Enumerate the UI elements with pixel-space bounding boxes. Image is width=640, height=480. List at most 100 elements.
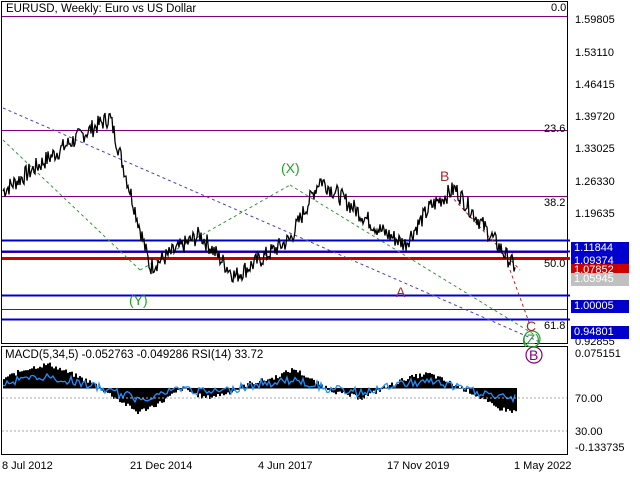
macd-bar [391,382,393,389]
macd-bar [115,387,117,399]
price-tick: 1.19635 [575,208,615,220]
macd-bar [201,387,203,399]
macd-bar [39,366,41,389]
price-series-line [2,112,516,283]
macd-bar [111,387,113,397]
macd-bar [509,387,511,411]
macd-bar [357,387,359,400]
macd-bar [9,374,11,389]
macd-bar [243,384,245,389]
macd-bar [339,387,341,392]
macd-bar [195,387,197,394]
macd-bar [205,387,207,399]
price-tick: 1.59805 [575,14,615,26]
macd-bar [383,386,385,389]
macd-bar [169,387,171,396]
macd-bar [105,387,107,393]
price-tick: 0.92855 [575,336,615,348]
macd-bar [125,387,127,407]
price-tick: 1.53110 [575,47,614,59]
macd-bar [315,383,317,389]
macd-bar [225,387,227,395]
fib-label: 50.0 [544,258,566,270]
macd-bar [237,387,239,390]
macd-bar [161,387,163,403]
macd-bar [29,369,31,389]
macd-bar [3,379,5,389]
wave-label: A [396,284,406,300]
macd-bar [59,367,61,389]
macd-bar [365,387,367,395]
macd-bar [399,379,401,389]
price-tick: 1.39720 [575,111,615,123]
macd-tick: 70.00 [575,393,603,405]
macd-bar [371,387,373,393]
macd-bar [91,382,93,389]
price-tick: 1.33025 [575,143,615,155]
macd-bar [487,387,489,402]
macd-bar [235,387,237,390]
macd-bar [435,378,437,389]
macd-bar [459,387,461,389]
macd-bar [283,372,285,389]
wave-label: B [440,168,450,184]
macd-tick: 30.00 [575,426,603,438]
macd-bar [147,387,149,410]
macd-bar [341,387,343,394]
macd-bar [19,371,21,389]
fib-label: 38.2 [544,197,566,209]
macd-bar [347,387,349,395]
macd-bar [405,380,407,389]
macd-bar [73,376,75,389]
wave-line-2 [139,184,291,271]
macd-bar [213,387,215,396]
macd-bar [389,384,391,389]
macd-bar [447,381,449,389]
wave-label: (Z) [522,331,540,347]
macd-bar [245,386,247,389]
macd-bar [275,375,277,389]
time-tick: 1 May 2022 [514,460,572,472]
macd-bar [203,387,205,397]
macd-bar [311,378,313,389]
macd-bar [385,387,387,389]
macd-bar [109,387,111,394]
macd-bar [327,387,329,390]
macd-bar [23,370,25,389]
level-box: 1.11844 [571,242,629,255]
wave-z-circle [523,330,541,348]
macd-bar [349,387,351,397]
macd-bar [401,378,403,389]
time-tick: 8 Jul 2012 [2,460,53,472]
macd-bar [63,370,65,389]
macd-bar [305,377,307,389]
macd-bar [81,377,83,389]
macd-bar [397,383,399,389]
wave-label: B [529,347,539,363]
macd-bar [501,387,503,411]
macd-bar [31,368,33,389]
macd-bar [353,387,355,395]
macd-pane-frame [1,346,568,455]
rsi-line [2,372,516,404]
macd-bar [127,387,129,404]
wave-line-5 [509,269,531,326]
macd-bar [499,387,501,411]
wave-line-4 [449,194,521,271]
macd-bar [189,387,191,392]
macd-bar [107,387,109,393]
macd-bar [299,370,301,389]
macd-bar [163,387,165,403]
macd-tick: -0.133735 [575,442,625,454]
macd-bar [489,387,491,402]
macd-bar [49,362,51,389]
macd-bar [133,387,135,410]
macd-bar [331,387,333,393]
macd-bar [223,387,225,396]
macd-bar [129,387,131,406]
macd-bar [281,373,283,389]
macd-bar [33,366,35,389]
macd-bar [87,382,89,389]
